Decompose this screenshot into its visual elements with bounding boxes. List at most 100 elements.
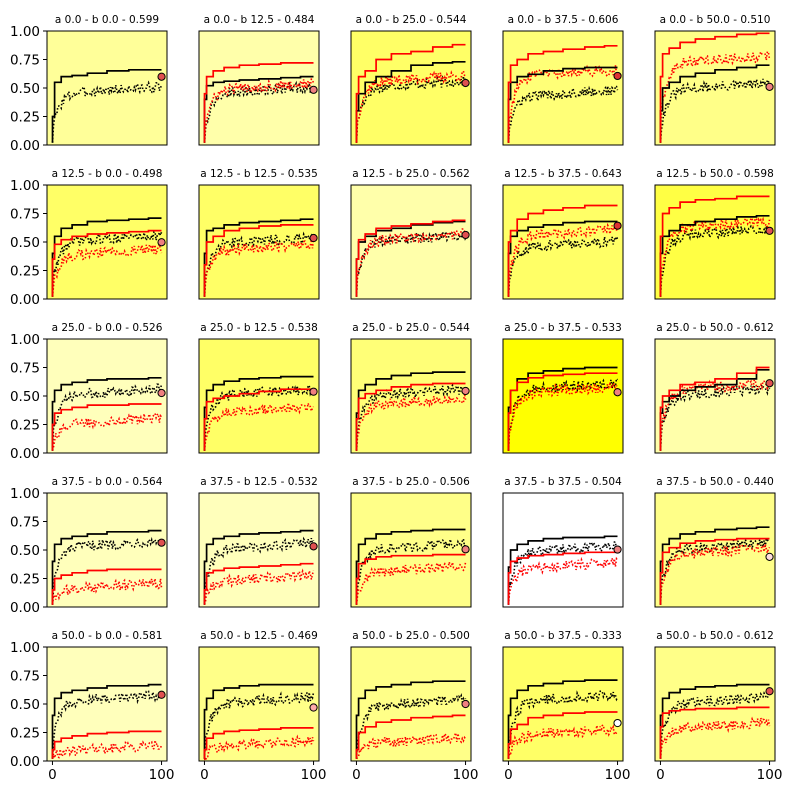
subplot-title: a 25.0 - b 50.0 - 0.612 <box>656 322 774 334</box>
subplot-background <box>503 339 623 453</box>
final-value-marker <box>765 82 774 91</box>
y-tick-label: 0.25 <box>10 110 40 126</box>
black-solid-series <box>51 683 162 759</box>
subplot-24: a 50.0 - b 37.5 - 0.333 0 100 <box>502 630 630 783</box>
black-dotted-series <box>659 536 771 605</box>
subplot-plot-area <box>507 535 619 605</box>
y-tick-label: 0.75 <box>10 669 40 685</box>
subplot-title: a 50.0 - b 37.5 - 0.333 <box>504 630 622 642</box>
subplot-plot-area <box>51 217 163 297</box>
black-dotted-series <box>355 229 466 297</box>
subplot-7: a 12.5 - b 12.5 - 0.535 <box>198 168 320 300</box>
final-value-marker <box>157 538 166 547</box>
subplot-background <box>503 493 623 607</box>
red-dotted-series <box>203 239 315 297</box>
subplot-background <box>351 493 471 607</box>
final-value-marker <box>309 542 318 551</box>
red-solid-series <box>51 730 162 759</box>
y-tick-label: 1.00 <box>10 486 40 502</box>
subplot-plot-area <box>203 62 315 143</box>
subplot-background <box>503 647 623 761</box>
red-dotted-series <box>659 216 771 297</box>
black-dotted-series <box>507 689 619 759</box>
x-tick-label: 100 <box>149 767 175 783</box>
x-tick-label: 0 <box>656 767 665 783</box>
subplot-title: a 12.5 - b 37.5 - 0.643 <box>504 168 622 180</box>
red-solid-series <box>355 43 466 143</box>
black-solid-series <box>51 68 162 143</box>
subplot-background <box>199 31 319 145</box>
subplot-5: a 0.0 - b 50.0 - 0.510 <box>654 14 776 146</box>
red-dotted-series <box>203 402 315 451</box>
red-solid-series <box>659 537 770 605</box>
black-solid-series <box>355 60 466 143</box>
subplot-title: a 0.0 - b 37.5 - 0.606 <box>508 14 619 26</box>
y-tick-label: 0.50 <box>10 235 40 251</box>
subplot-plot-area <box>507 204 619 297</box>
y-tick-label: 0.00 <box>10 754 40 770</box>
final-value-marker <box>309 233 318 243</box>
subplot-plot-area <box>355 43 467 143</box>
red-solid-series <box>507 551 618 605</box>
subplot-19: a 37.5 - b 37.5 - 0.504 <box>502 476 624 608</box>
subplot-4: a 0.0 - b 37.5 - 0.606 <box>502 14 624 146</box>
red-dotted-series <box>51 411 163 451</box>
subplot-background <box>47 31 167 145</box>
y-tick-label: 0.25 <box>10 726 40 742</box>
subplot-title: a 25.0 - b 25.0 - 0.544 <box>352 322 470 334</box>
subplot-background <box>47 647 167 761</box>
subplot-12: a 25.0 - b 12.5 - 0.538 <box>198 322 320 454</box>
y-tick-label: 1.00 <box>10 640 40 656</box>
subplot-frame <box>350 646 472 762</box>
subplot-plot-area <box>507 44 619 143</box>
red-dotted-series <box>355 228 467 297</box>
red-solid-series <box>355 382 466 451</box>
black-solid-series <box>507 679 618 759</box>
subplot-plot-area <box>355 219 467 297</box>
subplot-title: a 50.0 - b 0.0 - 0.581 <box>52 630 163 642</box>
subplot-8: a 12.5 - b 25.0 - 0.562 <box>350 168 472 300</box>
subplot-plot-area <box>51 376 163 451</box>
final-value-marker <box>157 690 166 699</box>
y-tick-label: 0.75 <box>10 515 40 531</box>
subplot-16: a 37.5 - b 0.0 - 0.564 0.00 0.25 0.50 0.75 1.… <box>10 476 168 616</box>
red-dotted-series <box>659 716 771 759</box>
subplot-2: a 0.0 - b 12.5 - 0.484 <box>198 14 320 146</box>
y-tick-label: 0.25 <box>10 264 40 280</box>
subplot-title: a 37.5 - b 37.5 - 0.504 <box>504 476 622 488</box>
red-solid-series <box>507 372 618 451</box>
final-value-marker <box>461 545 470 554</box>
black-dotted-series <box>203 80 314 143</box>
final-value-marker <box>613 221 622 230</box>
black-solid-series <box>203 218 314 297</box>
y-tick-label: 0.50 <box>10 543 40 559</box>
black-dotted-series <box>659 382 771 451</box>
black-solid-series <box>51 376 162 451</box>
subplot-title: a 0.0 - b 12.5 - 0.484 <box>204 14 315 26</box>
subplot-title: a 25.0 - b 12.5 - 0.538 <box>200 322 318 334</box>
y-tick-label: 1.00 <box>10 24 40 40</box>
black-dotted-series <box>355 536 467 605</box>
subplot-background <box>351 647 471 761</box>
final-value-marker <box>157 72 166 81</box>
final-value-marker <box>613 718 622 728</box>
subplot-plot-area <box>659 683 771 759</box>
subplot-plot-area <box>355 528 467 605</box>
subplot-background <box>47 339 167 453</box>
subplot-title: a 37.5 - b 50.0 - 0.440 <box>656 476 774 488</box>
black-dotted-series <box>51 383 163 451</box>
subplot-frame <box>654 492 776 608</box>
subplot-21: a 50.0 - b 0.0 - 0.581 0.00 0.25 0.50 0.75 1.… <box>10 630 174 783</box>
subplot-frame <box>350 184 472 300</box>
black-dotted-series <box>507 540 618 605</box>
x-tick-label: 100 <box>453 767 479 783</box>
black-solid-series <box>659 683 770 759</box>
subplot-13: a 25.0 - b 25.0 - 0.544 <box>350 322 472 454</box>
final-value-marker <box>461 78 470 88</box>
subplot-17: a 37.5 - b 12.5 - 0.532 <box>198 476 320 608</box>
red-dotted-series <box>659 377 771 451</box>
red-dotted-series <box>507 222 619 297</box>
subplot-20: a 37.5 - b 50.0 - 0.440 <box>654 476 776 608</box>
subplot-background <box>47 493 167 607</box>
subplot-plot-area <box>51 68 163 143</box>
